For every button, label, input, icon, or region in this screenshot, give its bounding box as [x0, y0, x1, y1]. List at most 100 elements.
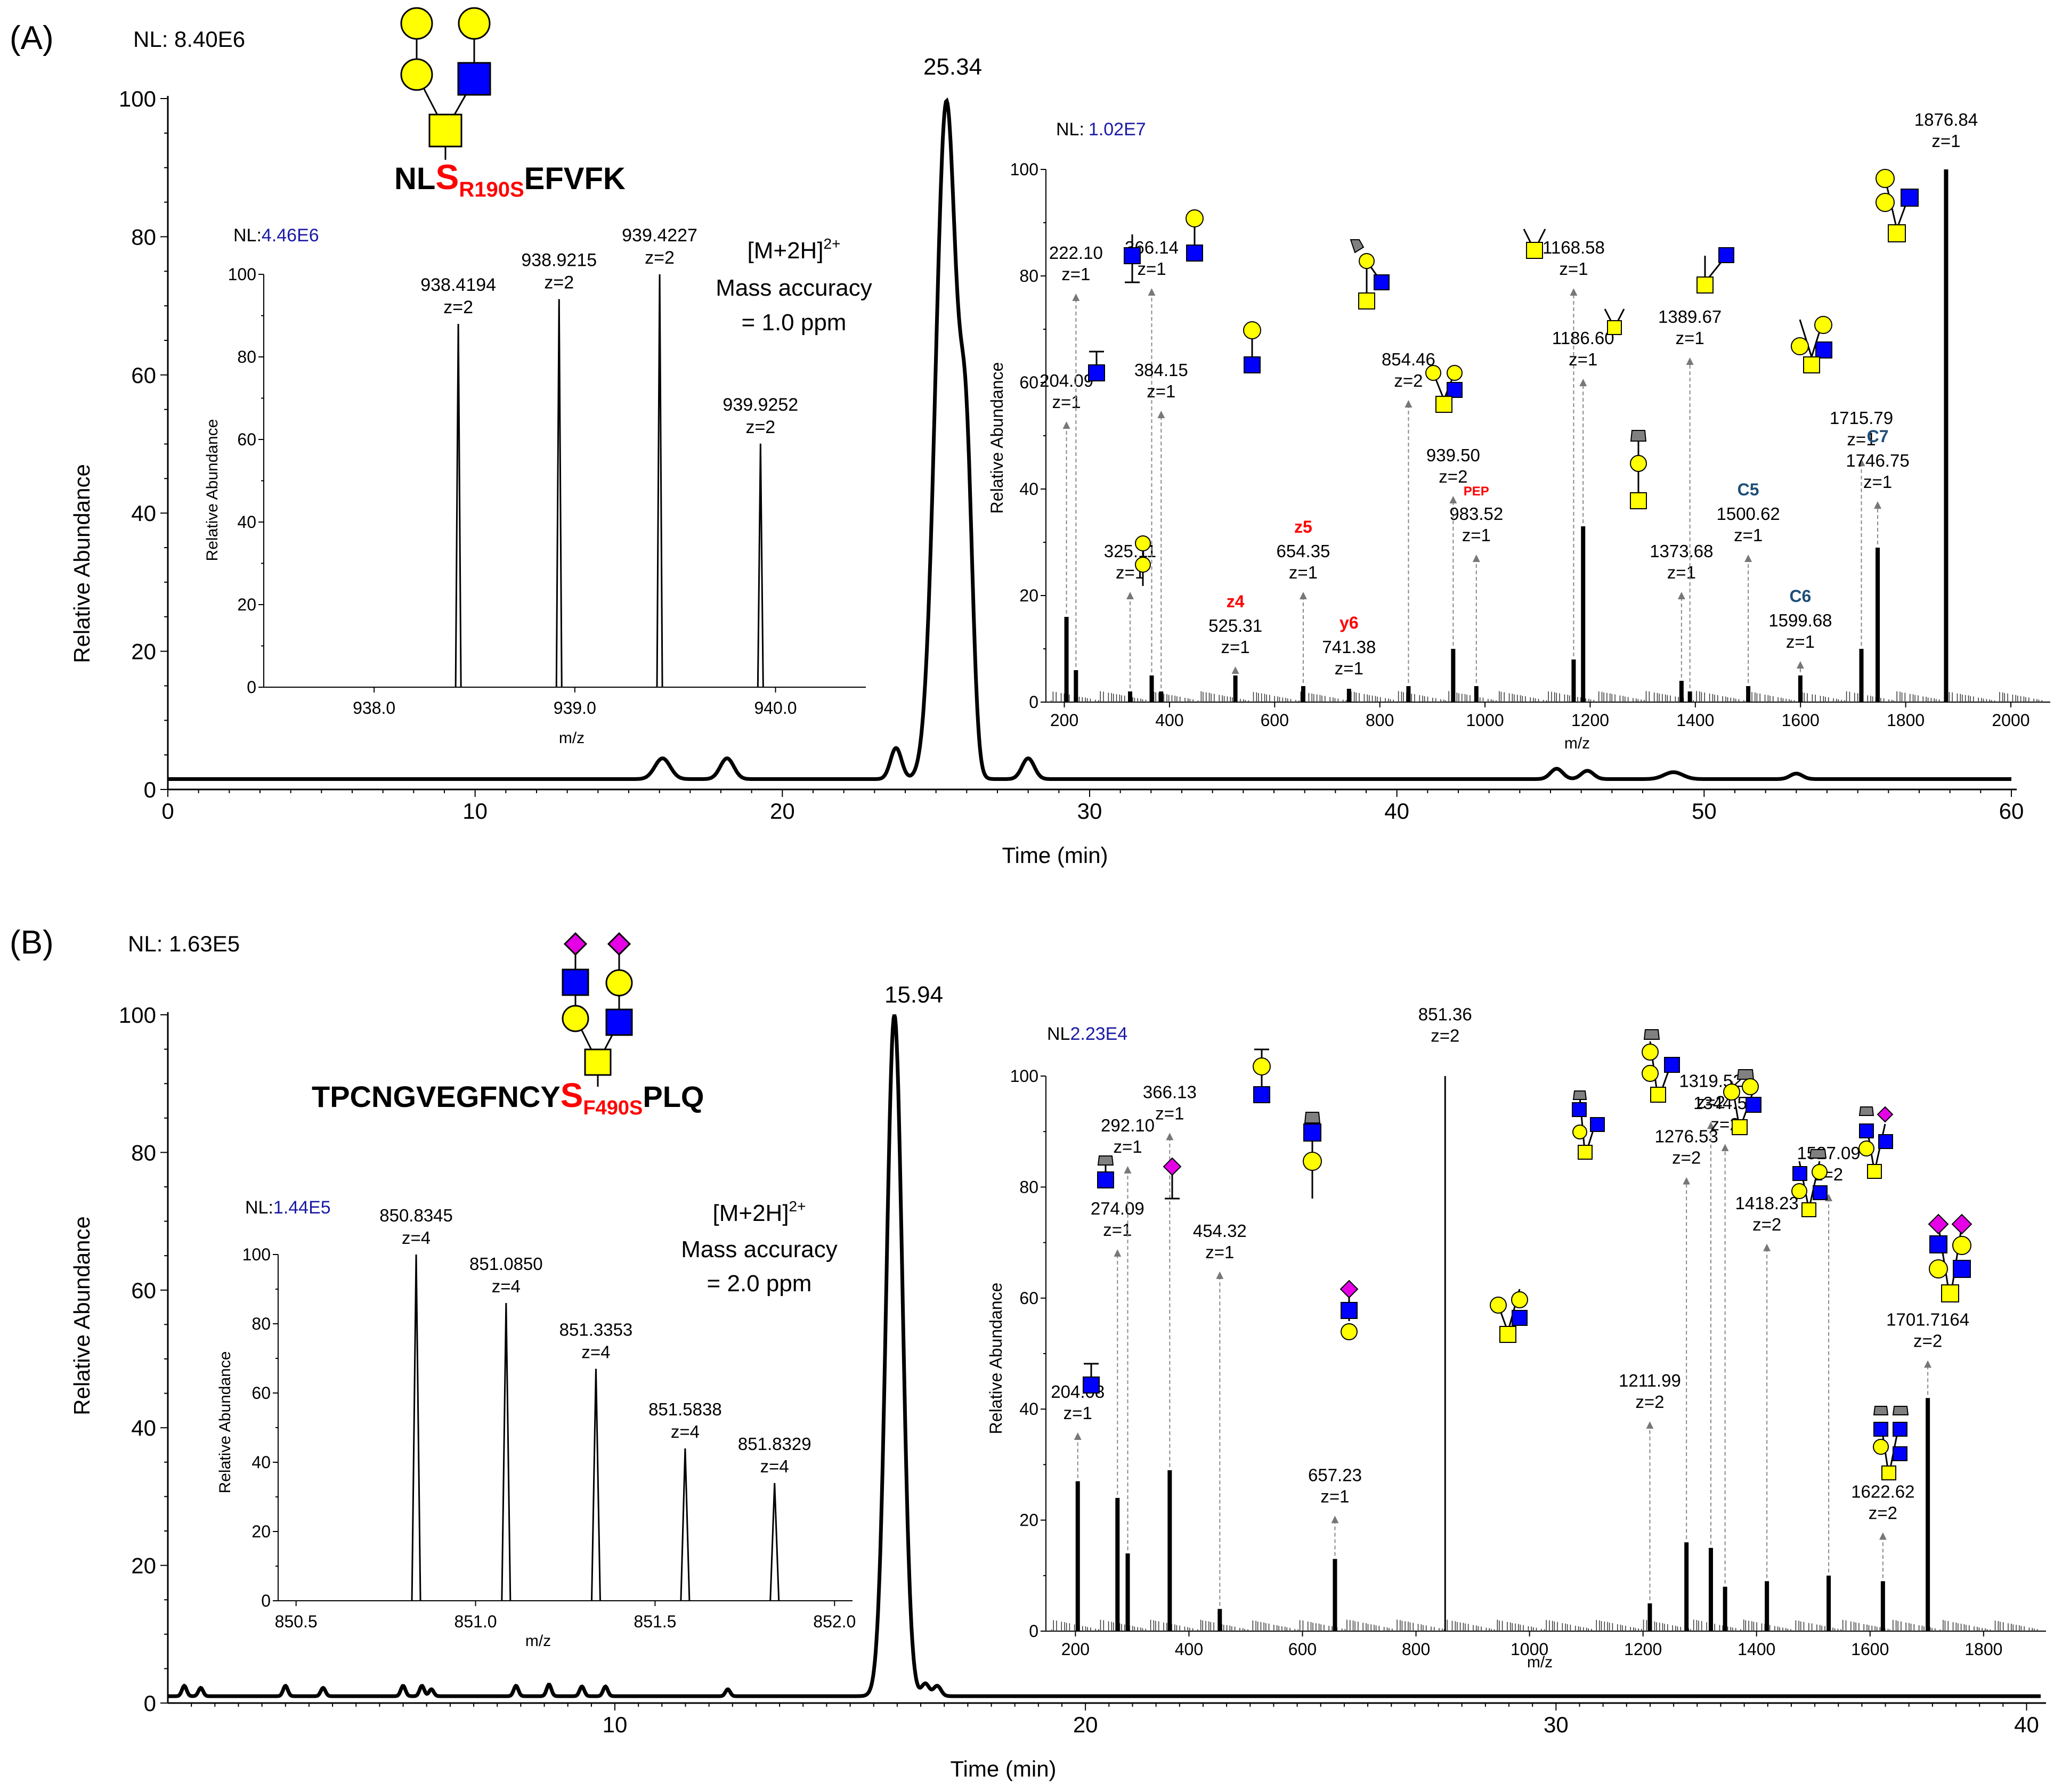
peptide-suffix: EFVFK: [524, 161, 626, 196]
fragment-charge-label: z=1: [1147, 381, 1175, 401]
peak-charge-label: z=4: [760, 1456, 789, 1476]
peak-mz-label: 851.8329: [738, 1434, 811, 1454]
fragment-charge-label: z=2: [1439, 467, 1467, 486]
inset-y-tick-label: 80: [237, 347, 256, 366]
inset-y-tick-label: 20: [237, 595, 256, 614]
isotope-peak: [769, 1483, 780, 1601]
y-axis-label: Relative Abundance: [69, 464, 94, 663]
x-tick-label: 30: [1077, 799, 1102, 824]
isotope-peak: [501, 1302, 512, 1601]
fragment-charge-label: z=1: [1335, 658, 1363, 678]
inset-y-tick-label: 60: [251, 1383, 271, 1403]
fragment-glycan: [1163, 1157, 1182, 1200]
y-tick-label: 80: [131, 224, 156, 249]
fragment-glycan: [1604, 308, 1625, 335]
fragment-charge-label: z=1: [1462, 525, 1491, 545]
fragment-charge-label: z=1: [1064, 1403, 1092, 1423]
inset-x-tick-label: 200: [1061, 1640, 1090, 1659]
fragment-charge-label: z=1: [1734, 525, 1763, 545]
glycan-structure: [562, 932, 633, 1087]
inset-x-label: m/z: [559, 729, 584, 747]
inset-x-tick-label: 940.0: [754, 698, 797, 718]
fragment-mz-label: 1389.67: [1658, 307, 1722, 327]
inset-x-tick-label: 938.0: [353, 698, 395, 718]
x-tick-label: 20: [1073, 1712, 1098, 1737]
hexnac-icon: [428, 113, 462, 148]
ion-type-tag: z5: [1294, 517, 1312, 536]
fragment-charge-label: z=1: [1931, 131, 1960, 151]
inset-y-tick-label: 40: [251, 1453, 271, 1472]
fragment-charge-label: z=2: [1394, 371, 1423, 390]
peak-charge-label: z=4: [581, 1342, 610, 1362]
y-tick-label: 20: [131, 639, 156, 664]
inset-y-tick-label: 20: [1019, 586, 1038, 605]
inset-x-tick-label: 1800: [1887, 711, 1925, 730]
fragment-glycan: [1873, 1406, 1909, 1480]
fragment-glycans: [1088, 169, 1919, 586]
inset-x-tick-label: 1400: [1676, 711, 1714, 730]
fragment-mz-label: 1746.75: [1846, 451, 1909, 470]
fragment-charge-label: z=1: [1863, 472, 1892, 492]
isotope-inset: NL:4.46E6 Relative Abundance m/z 0 20 40 60…: [204, 225, 866, 747]
apex-label: 25.34: [923, 54, 982, 80]
hexose-icon: [562, 1005, 589, 1032]
peak-mz-label: 938.9215: [521, 250, 597, 271]
ion-type-tag: C5: [1738, 480, 1759, 499]
fragment-mz-label: 366.13: [1143, 1082, 1197, 1102]
inset-nl-value: 1.44E5: [273, 1198, 331, 1218]
inset-y-tick-label: 100: [1010, 1066, 1038, 1086]
ion-type-tag: PEP: [1464, 484, 1489, 499]
fragment-mz-label: 1876.84: [1914, 110, 1978, 129]
fragment-glycan: [1723, 1069, 1761, 1135]
fragment-glycan: [1858, 1106, 1894, 1179]
msms-inset: NL: 1.02E7 Relative Abundance m/z 0 20 40 60…: [987, 110, 2050, 752]
isotope-inset: NL:1.44E5 Relative Abundance m/z 0 20 40 60…: [216, 1198, 856, 1650]
mass-accuracy-label: Mass accuracy: [681, 1236, 837, 1262]
fragment-mz-label: 854.46: [1382, 349, 1435, 369]
mass-accuracy-note: [M+2H]2+ Mass accuracy = 1.0 ppm: [716, 235, 872, 336]
chromatogram-trace: [168, 97, 2011, 781]
fragment-glycan: [1243, 321, 1261, 373]
fragment-glycan: [1186, 209, 1204, 262]
mass-accuracy-note: [M+2H]2+ Mass accuracy = 2.0 ppm: [681, 1198, 837, 1297]
fragment-mz-label: 1622.62: [1851, 1482, 1914, 1502]
fragment-glycan: [1350, 239, 1390, 309]
peak-mz-label: 850.8345: [379, 1205, 453, 1225]
inset-y-tick-label: 0: [1029, 1622, 1038, 1641]
y-tick-label: 40: [131, 1415, 156, 1440]
inset-nl: NL2.23E4: [1047, 1024, 1127, 1044]
fragment-mz-label: 741.38: [1322, 637, 1376, 657]
fragment-glycan: [1097, 1155, 1114, 1188]
fragment-glycan: [1124, 234, 1141, 283]
inset-nl: NL:4.46E6: [233, 225, 319, 246]
precursor-charge: 2+: [824, 235, 841, 252]
fragment-charge-label: z=1: [1113, 1137, 1142, 1156]
inset-y-tick-label: 0: [247, 678, 256, 697]
glycosite-residue: S: [435, 157, 459, 197]
ion-type-tag: y6: [1340, 613, 1359, 632]
fragment-glycan: [1340, 1280, 1359, 1340]
inset-x-tick-label: 1600: [1851, 1640, 1889, 1659]
fragment-charge-label: z=1: [1052, 392, 1081, 412]
panel-a: (A) NL: 8.40E6 Relative Abundance Time (…: [10, 7, 2050, 868]
isotope-peak: [680, 1448, 691, 1601]
peak-charge-label: z=2: [645, 248, 675, 268]
svg-text:[M+2H]2+: [M+2H]2+: [748, 235, 841, 264]
mass-accuracy-label: Mass accuracy: [716, 275, 872, 301]
neu5ac-icon: [607, 932, 631, 956]
panel-b: (B) NL: 1.63E5 Relative Abundance Time (…: [10, 924, 2046, 1781]
inset-x-tick-label: 850.5: [275, 1612, 318, 1631]
fragment-charge-label: z=2: [1696, 1093, 1725, 1112]
inset-nl-prefix: NL:: [233, 225, 262, 246]
inset-y-label: Relative Abundance: [987, 362, 1006, 514]
x-tick-label: 30: [1544, 1712, 1569, 1737]
x-tick-label: 40: [1384, 799, 1409, 824]
inset-nl-prefix: NL:: [1056, 119, 1084, 140]
fragment-charge-label: z=1: [1320, 1486, 1349, 1506]
inset-x-label: m/z: [1564, 735, 1590, 752]
inset-y-tick-label: 20: [1019, 1511, 1038, 1530]
inset-y-label: Relative Abundance: [216, 1351, 234, 1494]
